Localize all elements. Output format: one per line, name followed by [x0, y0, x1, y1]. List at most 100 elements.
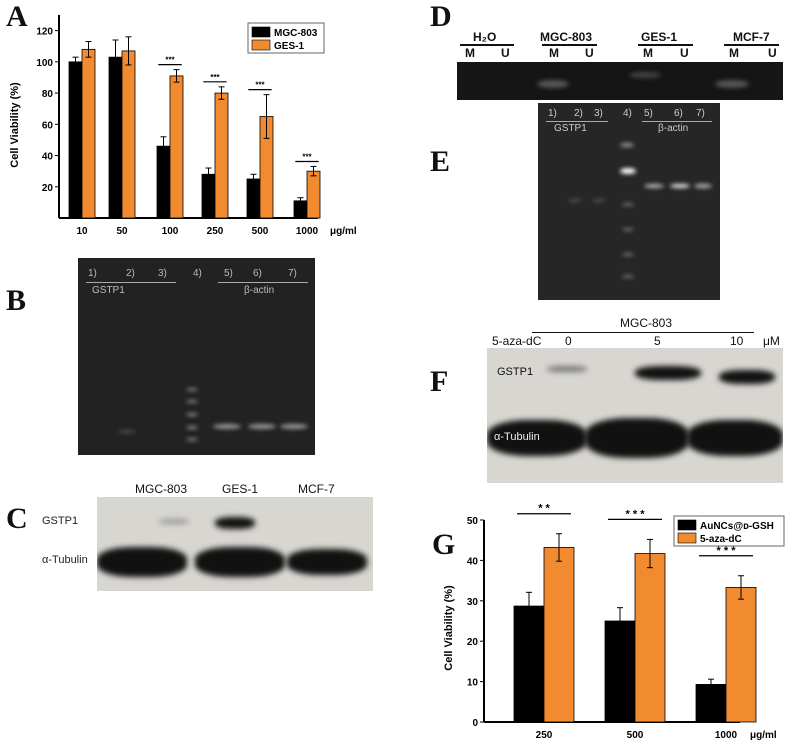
blot-band — [635, 366, 701, 380]
x-unit-label: μg/ml — [330, 226, 357, 237]
bar-ges-1 — [306, 170, 321, 219]
y-tick-label: 100 — [36, 58, 53, 69]
lane-label: 7) — [696, 108, 705, 119]
panel-label-a: A — [6, 0, 28, 33]
significance-marker: * * — [538, 503, 550, 515]
group-label-gstp1: GSTP1 — [92, 285, 125, 296]
ladder-band — [620, 143, 634, 147]
legend-label: 5-aza-dC — [700, 534, 742, 545]
lane-label: 6) — [253, 268, 262, 279]
unit-label: μM — [763, 334, 780, 348]
group-line — [724, 44, 779, 46]
lane-m: M — [549, 46, 559, 60]
bar-5-aza-dc — [725, 587, 757, 723]
gel-b: 1) 2) 3) 4) 5) 6) 7) GSTP1 β-actin — [78, 258, 315, 455]
significance-marker: * * * — [717, 545, 737, 557]
row-label-gstp1: GSTP1 — [497, 366, 534, 378]
lane-label: 3) — [594, 108, 603, 119]
panel-label-c: C — [6, 502, 28, 535]
lane-label: 6) — [674, 108, 683, 119]
group-line — [642, 121, 712, 122]
y-tick-label: 20 — [42, 183, 54, 194]
lane-label: 2) — [574, 108, 583, 119]
ladder-band — [620, 168, 636, 174]
lane-u: U — [501, 46, 510, 60]
bar-ges-1 — [81, 48, 96, 219]
group-label-gstp1: GSTP1 — [554, 123, 587, 134]
gel-band — [629, 72, 661, 78]
panel-label-g: G — [432, 528, 456, 561]
ladder-band — [622, 228, 634, 231]
y-tick-label: 80 — [42, 89, 54, 100]
group-label: GES-1 — [641, 30, 678, 44]
y-axis-label: Cell Viability (%) — [443, 585, 455, 671]
bar-mgc-803 — [108, 56, 123, 219]
gel-band — [280, 424, 308, 429]
panel-label-e: E — [430, 145, 451, 178]
ladder-band — [186, 413, 198, 416]
group-line — [638, 44, 693, 46]
blot-band — [287, 549, 367, 575]
gel-band — [118, 430, 136, 433]
lane-u: U — [585, 46, 594, 60]
group-label: MGC-803 — [540, 30, 593, 44]
x-tick-label: 500 — [252, 226, 269, 237]
ladder-band — [622, 203, 634, 206]
ladder-band — [622, 275, 634, 278]
significance-marker: *** — [255, 81, 265, 90]
x-tick-label: 250 — [207, 226, 224, 237]
group-line — [546, 121, 608, 122]
lane-label: 3) — [158, 268, 167, 279]
gel-band — [568, 199, 582, 202]
chart-g: Cell Viability (%) 0 10 20 30 40 50 250 * * 500 *… — [443, 503, 785, 741]
blot-band — [97, 547, 187, 577]
blot-band — [547, 366, 587, 372]
row-label-tubulin: α-Tubulin — [42, 554, 88, 566]
panel-label-d: D — [430, 0, 452, 33]
dose-label: 10 — [730, 334, 744, 348]
blot-c — [97, 497, 373, 591]
lane-m: M — [643, 46, 653, 60]
sample-label: MCF-7 — [298, 482, 335, 496]
bar-mgc-803 — [246, 178, 261, 219]
gel-d — [457, 62, 783, 100]
bar-auncs-gsh — [695, 684, 727, 723]
legend-label: AuNCs@ᴅ-GSH — [700, 521, 774, 532]
y-axis-label: Cell Viability (%) — [9, 82, 21, 168]
bar-mgc-803 — [156, 145, 171, 219]
y-tick-label: 120 — [36, 27, 53, 38]
dose-label: 5 — [654, 334, 661, 348]
legend-swatch — [677, 532, 697, 544]
y-tick-label: 40 — [467, 556, 479, 567]
blot-band — [719, 370, 775, 384]
ladder-band — [622, 253, 634, 256]
group-label: H₂O — [473, 30, 497, 44]
significance-marker: *** — [165, 56, 175, 65]
y-tick-label: 0 — [472, 718, 478, 729]
legend-swatch — [251, 26, 271, 38]
bar-auncs-gsh — [513, 605, 545, 723]
lane-label: 4) — [623, 108, 632, 119]
x-tick-label: 1000 — [715, 730, 738, 741]
bar-ges-1 — [169, 75, 184, 219]
group-line — [542, 44, 597, 46]
gel-band — [715, 80, 749, 88]
blot-f — [487, 348, 783, 483]
lane-label: 5) — [644, 108, 653, 119]
bar-mgc-803 — [68, 61, 83, 219]
ladder-band — [186, 388, 198, 391]
lane-label: 1) — [548, 108, 557, 119]
treatment-label: 5-aza-dC — [492, 334, 542, 348]
significance-marker: * * * — [626, 508, 646, 520]
sample-label: MGC-803 — [135, 482, 188, 496]
blot-band — [195, 547, 285, 577]
group-line — [86, 282, 176, 283]
gel-band — [592, 199, 606, 202]
lane-label: 7) — [288, 268, 297, 279]
group-label: MCF-7 — [733, 30, 770, 44]
chart-a: Cell Viability (%) 20 40 60 80 100 120 10 50 100… — [9, 15, 357, 237]
lane-label: 2) — [126, 268, 135, 279]
legend-label: MGC-803 — [274, 28, 318, 39]
y-tick-label: 50 — [467, 516, 479, 527]
group-line — [218, 282, 308, 283]
